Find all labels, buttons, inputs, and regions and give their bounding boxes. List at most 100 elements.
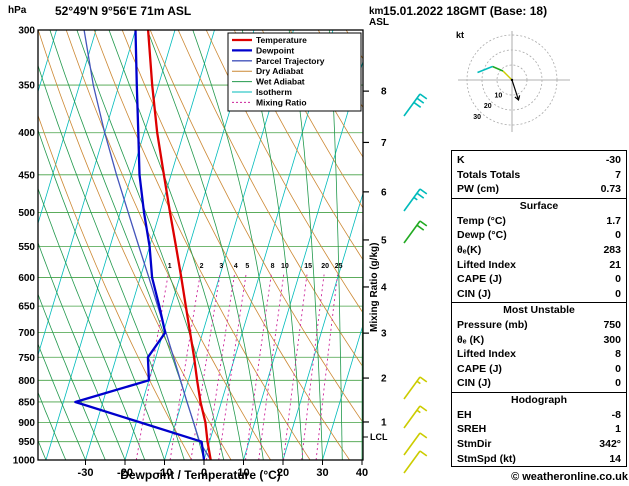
- stat-row: Totals Totals 7: [452, 168, 626, 183]
- stat-row: CAPE (J) 0: [452, 362, 626, 377]
- stat-label: θₑ (K): [457, 333, 485, 346]
- hodo-ring: [466, 34, 558, 126]
- svg-text:8: 8: [271, 263, 275, 270]
- stat-row: Lifted Index 8: [452, 347, 626, 362]
- station-title: 52°49'N 9°56'E 71m ASL: [55, 4, 192, 18]
- svg-text:400: 400: [18, 128, 35, 139]
- svg-text:6: 6: [381, 187, 387, 198]
- hodo-trace: [492, 65, 504, 72]
- stat-section-header: Most Unstable: [452, 301, 626, 318]
- storm-motion-arrowhead: [514, 95, 521, 102]
- svg-text:2: 2: [200, 263, 204, 270]
- stat-row: CAPE (J) 0: [452, 272, 626, 287]
- stat-value: 283: [603, 244, 621, 256]
- stat-value: 0: [615, 362, 621, 375]
- legend-item-label: Parcel Trajectory: [256, 56, 325, 66]
- legend-item-label: Isotherm: [256, 87, 292, 97]
- sounding-stats-table: K -30 Totals Totals 7 PW (cm) 0.73 Surface Temp…: [451, 150, 627, 467]
- svg-text:600: 600: [18, 273, 35, 284]
- copyright: © weatheronline.co.uk: [511, 471, 628, 483]
- legend-item-label: Wet Adiabat: [256, 77, 305, 87]
- svg-text:7: 7: [381, 138, 387, 149]
- stat-value: 0: [615, 287, 621, 300]
- svg-text:10: 10: [281, 263, 289, 270]
- stat-label: SREH: [457, 423, 487, 436]
- stat-value: -30: [605, 154, 621, 167]
- svg-text:30: 30: [473, 114, 481, 121]
- stat-value: 0: [615, 377, 621, 390]
- stat-label: CIN (J): [457, 377, 491, 390]
- svg-text:500: 500: [18, 208, 35, 219]
- datetime-title: 15.01.2022 18GMT (Base: 18): [383, 4, 548, 18]
- svg-text:300: 300: [18, 26, 35, 37]
- stat-value: -8: [611, 408, 621, 421]
- svg-text:8: 8: [381, 87, 387, 98]
- svg-text:800: 800: [18, 376, 35, 387]
- stat-label: Pressure (mb): [457, 319, 528, 332]
- svg-text:20: 20: [277, 467, 289, 479]
- stat-label: EH: [457, 408, 472, 421]
- hodo-trace: [477, 65, 493, 74]
- stat-value: 0: [615, 273, 621, 286]
- svg-text:4: 4: [381, 282, 387, 293]
- stat-value: 0: [615, 229, 621, 242]
- svg-text:750: 750: [18, 353, 35, 364]
- stat-row: StmSpd (kt) 14: [452, 451, 626, 466]
- hodo-trace: [502, 70, 513, 81]
- stat-row: Dewp (°C) 0: [452, 228, 626, 243]
- legend-item-label: Mixing Ratio: [256, 97, 307, 107]
- stat-label: CAPE (J): [457, 273, 502, 286]
- stat-row: SREH 1: [452, 422, 626, 437]
- stat-label: K: [457, 154, 465, 167]
- stat-label: Dewp (°C): [457, 229, 507, 242]
- svg-text:40: 40: [356, 467, 368, 479]
- hodo-unit-label: kt: [456, 30, 464, 40]
- legend-item-label: Temperature: [256, 35, 307, 45]
- svg-text:1: 1: [381, 417, 387, 428]
- svg-text:3: 3: [381, 329, 387, 340]
- stat-row: K -30: [452, 153, 626, 168]
- svg-text:3: 3: [219, 263, 223, 270]
- stat-row: Pressure (mb) 750: [452, 318, 626, 333]
- svg-text:350: 350: [18, 81, 35, 92]
- hodo-ring: [496, 64, 528, 96]
- stat-row: Lifted Index 21: [452, 257, 626, 272]
- stat-row: CIN (J) 0: [452, 286, 626, 301]
- stat-label: Totals Totals: [457, 168, 521, 181]
- svg-text:30: 30: [316, 467, 328, 479]
- svg-text:20: 20: [321, 263, 329, 270]
- svg-text:0: 0: [201, 467, 207, 479]
- stat-row: CIN (J) 0: [452, 376, 626, 391]
- stat-value: 300: [603, 333, 621, 346]
- stat-value: 342°: [599, 438, 621, 451]
- stat-row: EH -8: [452, 408, 626, 423]
- stat-label: Lifted Index: [457, 348, 516, 361]
- mixing-ratio-lines: 1 2 3 4 5 8 10 15 20 25: [135, 263, 343, 460]
- svg-text:850: 850: [18, 397, 35, 408]
- svg-text:km: km: [369, 6, 384, 17]
- svg-text:25: 25: [335, 263, 343, 270]
- stat-label: θₑ(K): [457, 244, 482, 256]
- temperature-axis-label: Dewpoint / Temperature (°C): [120, 468, 281, 482]
- temperature-axis: -30 -20 -10 0 10 20 30 40: [78, 460, 368, 479]
- stat-value: 0.73: [600, 183, 621, 196]
- stat-row: PW (cm) 0.73: [452, 182, 626, 197]
- stat-value: 14: [609, 452, 621, 465]
- svg-text:5: 5: [245, 263, 249, 270]
- svg-text:700: 700: [18, 328, 35, 339]
- svg-text:2: 2: [381, 374, 387, 385]
- stat-row: θₑ(K) 283: [452, 243, 626, 258]
- stat-section-header: Hodograph: [452, 391, 626, 408]
- svg-text:1: 1: [168, 263, 172, 270]
- legend-item-label: Dewpoint: [256, 45, 294, 55]
- skewt-chart: 1 2 3 4 5 8 10 15 20 2530035040045050055060065070…: [8, 5, 428, 479]
- svg-text:ASL: ASL: [369, 17, 389, 28]
- hodo-ring: [481, 49, 543, 111]
- svg-text:950: 950: [18, 437, 35, 448]
- dewpoint-curve: [74, 30, 206, 460]
- wind-barbs: [403, 93, 428, 474]
